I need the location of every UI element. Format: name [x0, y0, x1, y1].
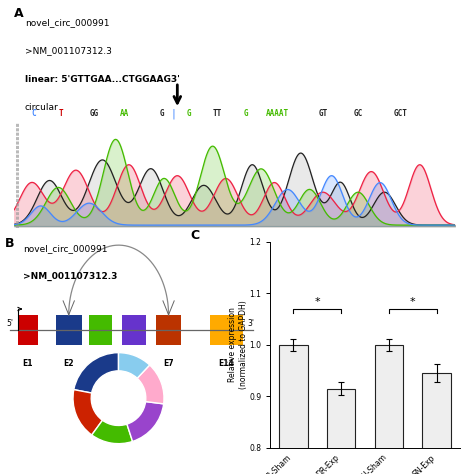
Wedge shape — [137, 365, 164, 404]
Text: *: * — [314, 297, 320, 307]
Text: >NM_001107312.3: >NM_001107312.3 — [25, 46, 111, 55]
Text: E7: E7 — [163, 359, 174, 368]
Text: 3': 3' — [247, 319, 255, 328]
Text: GT: GT — [319, 109, 328, 118]
Text: AA: AA — [120, 109, 129, 118]
Text: T: T — [58, 109, 63, 118]
Text: E14: E14 — [218, 359, 234, 368]
Bar — [279, 345, 308, 474]
Text: AAAAT: AAAAT — [265, 109, 289, 118]
FancyBboxPatch shape — [210, 315, 243, 345]
Wedge shape — [127, 401, 164, 441]
Text: 5': 5' — [6, 319, 13, 328]
Bar — [422, 373, 451, 474]
Text: A: A — [14, 8, 24, 20]
FancyBboxPatch shape — [156, 315, 182, 345]
Text: G: G — [244, 109, 248, 118]
Wedge shape — [118, 353, 150, 378]
FancyBboxPatch shape — [89, 315, 112, 345]
Text: GG: GG — [89, 109, 99, 118]
Text: GC: GC — [354, 109, 363, 118]
Text: novel_circ_000991: novel_circ_000991 — [25, 18, 109, 27]
FancyBboxPatch shape — [56, 315, 82, 345]
Text: B: B — [5, 237, 14, 250]
Text: E2: E2 — [64, 359, 74, 368]
FancyBboxPatch shape — [18, 315, 38, 345]
Text: G: G — [186, 109, 191, 118]
Text: TT: TT — [212, 109, 222, 118]
Text: E6: E6 — [129, 359, 139, 368]
Bar — [374, 345, 403, 474]
Text: E3: E3 — [95, 359, 106, 368]
FancyBboxPatch shape — [122, 315, 146, 345]
Text: GCT: GCT — [393, 109, 407, 118]
Bar — [327, 389, 356, 474]
Wedge shape — [74, 353, 118, 393]
Text: |: | — [171, 109, 177, 119]
Text: >NM_001107312.3: >NM_001107312.3 — [23, 272, 117, 281]
Text: novel_circ_000991: novel_circ_000991 — [23, 244, 107, 253]
Text: circular: circular — [25, 103, 58, 112]
Text: E1: E1 — [23, 359, 33, 368]
Text: *: * — [410, 297, 416, 307]
Text: C: C — [32, 109, 36, 118]
Text: G: G — [160, 109, 164, 118]
Wedge shape — [73, 390, 102, 435]
Text: C: C — [191, 229, 200, 242]
Text: linear: 5'GTTGAA...CTGGAAG3': linear: 5'GTTGAA...CTGGAAG3' — [25, 75, 180, 84]
Wedge shape — [92, 420, 133, 444]
Y-axis label: Relative expression
(normalized to GAPDH): Relative expression (normalized to GAPDH… — [228, 301, 247, 389]
